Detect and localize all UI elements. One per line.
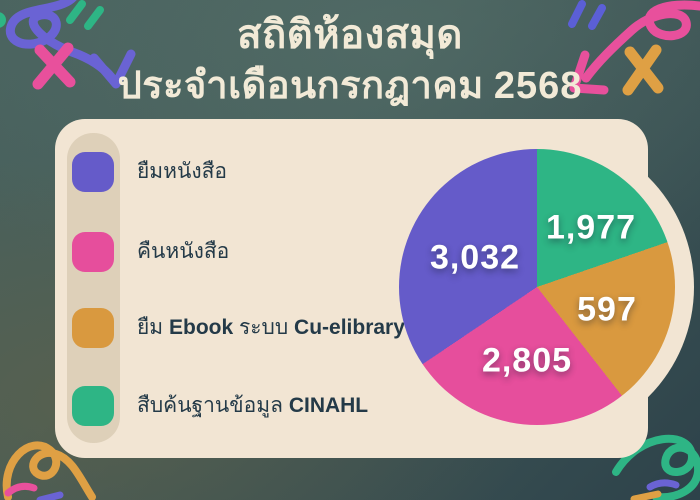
legend-text: ยืมหนังสือ	[137, 160, 228, 183]
legend-label-return: คืนหนังสือ	[137, 237, 229, 267]
pie-value-cinahl: 1,977	[545, 208, 637, 247]
legend-swatch-return	[72, 232, 114, 272]
doodle-group-top-left	[0, 0, 136, 90]
purple-dash-bottom-right	[646, 479, 680, 491]
doodle-group-bottom-right	[612, 434, 700, 500]
dashes-doodle-top-right	[568, 0, 606, 30]
arrow-doodle-top-right	[581, 0, 700, 83]
subtitle-month-text: ประจำเดือนกรกฎาคม	[117, 65, 484, 107]
dashes-doodle-top-left	[66, 0, 104, 30]
arrowhead-doodle-top-left	[89, 49, 136, 89]
legend-text: คืนหนังสือ	[137, 240, 230, 263]
legend-label-ebook: ยืม Ebook ระบบ Cu-elibrary	[137, 313, 405, 343]
legend-text-bold: Ebook	[168, 316, 234, 339]
pink-dash-bottom-left	[4, 482, 38, 497]
legend-label-borrow: ยืมหนังสือ	[137, 157, 227, 187]
legend-text-bold: Cu-elibrary	[294, 316, 405, 339]
curl-doodle-bottom-right	[612, 434, 700, 500]
page-title: สถิติห้องสมุด	[237, 13, 463, 57]
pie-value-return: 2,805	[481, 341, 573, 380]
page-subtitle: ประจำเดือนกรกฎาคม 2568	[0, 54, 700, 115]
pie-value-borrow: 3,032	[429, 238, 521, 277]
purple-dash-bottom-left	[36, 491, 64, 500]
x-doodle-top-right	[622, 44, 664, 96]
arrowhead-doodle-top-right	[569, 50, 609, 95]
pie-chart	[399, 149, 675, 425]
legend-swatch-borrow	[72, 152, 114, 192]
curl-doodle-bottom-left	[2, 441, 96, 500]
x-doodle-top-left	[32, 42, 76, 90]
orange-dash-bottom-right	[630, 490, 662, 500]
subtitle-year: 2568	[493, 65, 583, 107]
legend-text: ยืม	[137, 316, 169, 339]
dot-doodle-top-left	[0, 12, 6, 28]
pie-value-ebook: 597	[577, 290, 637, 329]
legend-text-bold: CINAHL	[288, 394, 369, 417]
legend-text: ระบบ	[233, 316, 295, 339]
doodle-group-top-right	[568, 0, 700, 96]
legend-label-cinahl: สืบค้นฐานข้อมูล CINAHL	[137, 391, 368, 421]
legend-swatch-cinahl	[72, 386, 114, 426]
legend-text: สืบค้นฐานข้อมูล	[137, 394, 289, 417]
arrow-doodle-top-left	[5, 0, 117, 83]
legend-swatch-ebook	[72, 308, 114, 348]
doodle-group-bottom-left	[2, 441, 96, 500]
